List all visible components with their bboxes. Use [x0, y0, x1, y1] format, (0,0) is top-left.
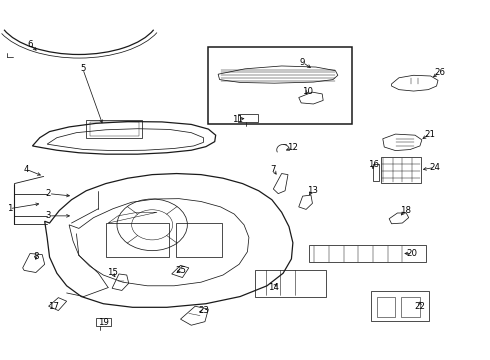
Text: 22: 22 — [415, 302, 425, 311]
Text: 16: 16 — [368, 161, 378, 170]
Text: 2: 2 — [46, 189, 51, 198]
Bar — [377, 297, 395, 317]
Bar — [106, 223, 169, 257]
Text: 4: 4 — [24, 165, 29, 174]
Text: 21: 21 — [424, 130, 435, 139]
Text: 9: 9 — [300, 58, 305, 67]
Bar — [373, 163, 379, 181]
Text: 15: 15 — [107, 268, 118, 277]
Text: 26: 26 — [434, 68, 445, 77]
Bar — [86, 120, 143, 138]
Bar — [96, 318, 111, 326]
Text: 12: 12 — [287, 143, 298, 152]
Text: 6: 6 — [27, 40, 33, 49]
Bar — [381, 157, 421, 183]
Text: 18: 18 — [400, 206, 411, 215]
Bar — [175, 223, 222, 257]
Text: 8: 8 — [33, 252, 39, 261]
Text: 3: 3 — [46, 211, 51, 220]
Text: 23: 23 — [198, 306, 209, 315]
Text: 25: 25 — [175, 266, 186, 275]
Bar — [309, 245, 426, 262]
Bar — [238, 114, 258, 122]
Bar — [371, 291, 429, 320]
Text: 10: 10 — [302, 86, 313, 95]
Bar — [401, 297, 420, 317]
Bar — [255, 270, 326, 297]
Text: 17: 17 — [48, 302, 59, 311]
Bar — [208, 47, 352, 125]
Text: 11: 11 — [232, 114, 243, 123]
Text: 20: 20 — [407, 249, 417, 258]
Text: 19: 19 — [98, 318, 109, 327]
Text: 1: 1 — [7, 204, 12, 213]
Text: 13: 13 — [307, 185, 318, 194]
Text: 5: 5 — [80, 64, 86, 73]
Bar — [90, 122, 139, 135]
Text: 7: 7 — [270, 166, 276, 175]
Text: 14: 14 — [268, 283, 279, 292]
Text: 24: 24 — [429, 163, 440, 172]
